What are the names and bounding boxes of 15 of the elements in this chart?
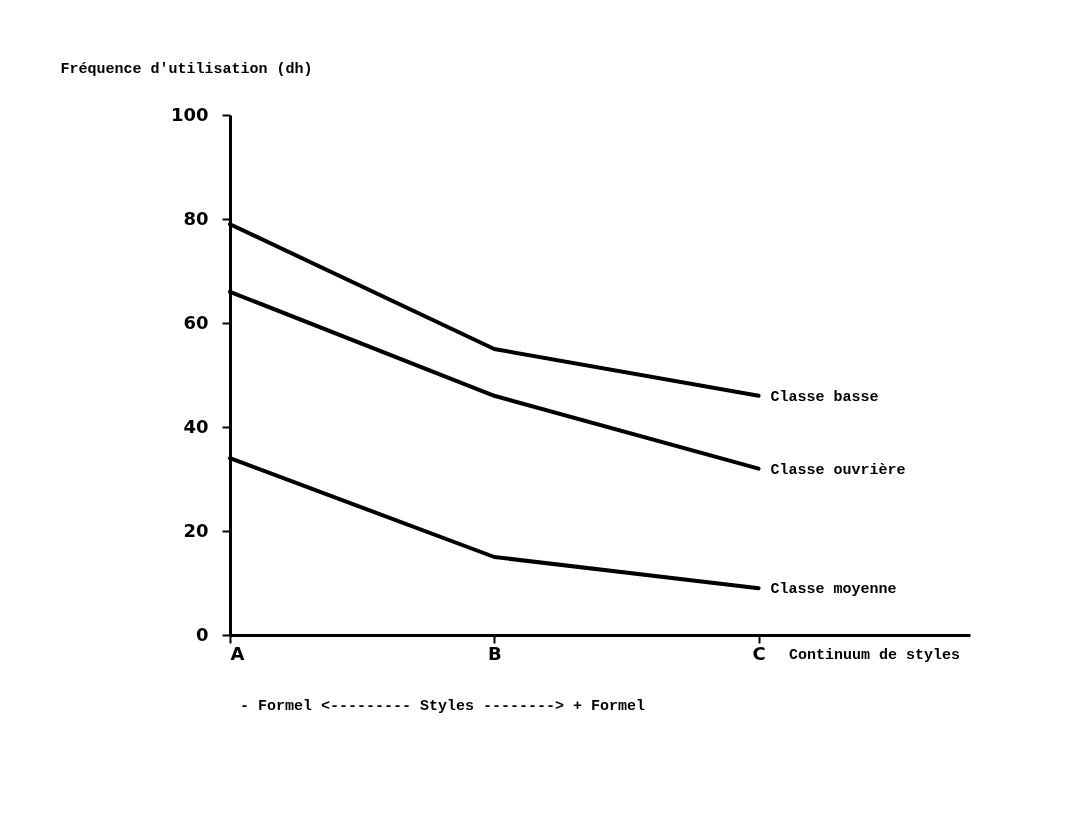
series-label: Classe ouvrière xyxy=(770,461,906,479)
y-tick-label: 40 xyxy=(183,415,209,437)
x-tick-label: B xyxy=(487,642,502,664)
series-label: Classe basse xyxy=(770,388,879,406)
text: - Formel <--------- Styles --------> + Formel xyxy=(240,698,646,715)
y-axis-title: Fréquence d'utilisation (dh) xyxy=(60,60,313,78)
y-tick-label: 20 xyxy=(183,519,209,541)
y-tick-label: 80 xyxy=(183,207,209,229)
y-tick-label: 100 xyxy=(170,103,209,125)
series-label: Classe moyenne xyxy=(770,581,897,599)
y-tick-label: 0 xyxy=(195,623,209,645)
x-tick-label: C xyxy=(752,642,766,664)
x-tick-label: A xyxy=(230,642,245,664)
x-axis-title: Continuum de styles xyxy=(789,646,961,664)
y-tick-label: 60 xyxy=(183,311,209,333)
